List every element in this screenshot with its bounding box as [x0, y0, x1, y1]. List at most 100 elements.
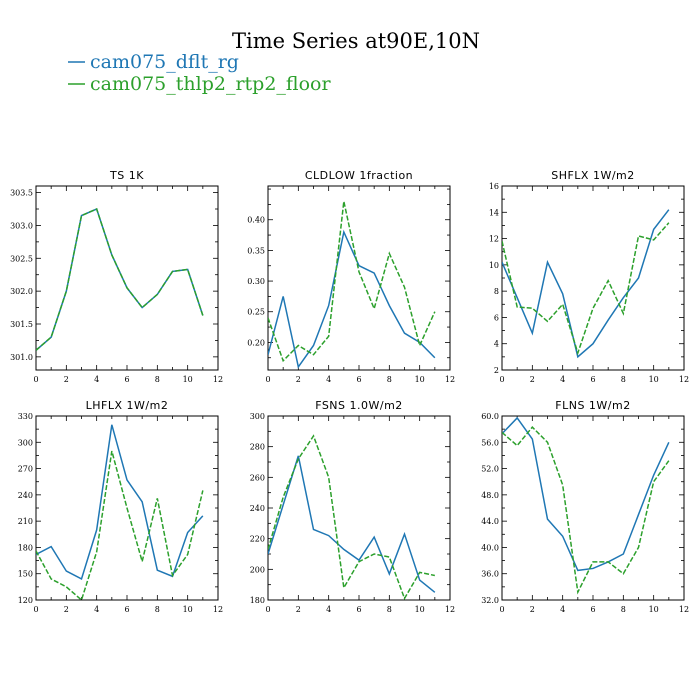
plot-frame	[267, 185, 451, 371]
x-tick-label: 10	[183, 605, 193, 614]
x-tick-label: 10	[649, 375, 659, 384]
y-tick-label: 180	[18, 543, 33, 552]
figure-title: Time Series at90E,10N	[232, 29, 480, 53]
y-tick-label: 60.0	[481, 412, 499, 421]
y-tick-label: 302.0	[10, 287, 33, 296]
series-line-dflt	[36, 424, 204, 581]
y-tick-label: 270	[18, 465, 33, 474]
series-line-thlp2	[36, 207, 204, 351]
x-tick-label: 12	[213, 375, 223, 384]
series-line-thlp2	[36, 450, 204, 600]
x-tick-label: 2	[64, 375, 69, 384]
x-tick-label: 2	[296, 605, 301, 614]
x-tick-label: 0	[33, 605, 38, 614]
panel-3: LHFLX 1W/m2 0 2 4 6 8 10 12 120 150 180 210 240 270 30…	[18, 399, 223, 614]
x-tick-label: 8	[155, 605, 160, 614]
x-tick-label: 8	[387, 605, 392, 614]
panel-5: FLNS 1W/m2 0 2 4 6 8 10 12 32.0 36.0 40.0 44.0 48.0 5…	[481, 399, 689, 614]
x-tick-label: 10	[649, 605, 659, 614]
panel-1: CLDLOW 1fraction 0 2 4 6 8 10 12 0.20 0.25 0.30 0.3…	[247, 169, 455, 384]
y-tick-label: 301.0	[10, 353, 33, 362]
x-tick-label: 4	[560, 605, 565, 614]
x-tick-label: 6	[356, 605, 361, 614]
y-tick-label: 120	[18, 596, 33, 605]
panel-title: FLNS 1W/m2	[555, 399, 630, 412]
x-tick-label: 4	[326, 605, 331, 614]
y-tick-label: 16	[489, 182, 499, 191]
panels: TS 1K0 2 4 6 8 10 12301.0301.5302.0302.5303.03…	[10, 169, 689, 614]
x-tick-label: 12	[679, 605, 689, 614]
y-tick-label: 8	[494, 287, 499, 296]
x-tick-label: 12	[213, 605, 223, 614]
y-tick-label: 303.0	[10, 221, 33, 230]
y-tick-label: 44.0	[481, 517, 499, 526]
series-line-dflt	[268, 455, 436, 593]
x-tick-label: 8	[387, 375, 392, 384]
x-tick-label: 8	[621, 375, 626, 384]
y-tick-label: 150	[18, 570, 33, 579]
series-line-dflt	[268, 229, 436, 369]
x-tick-label: 12	[445, 375, 455, 384]
y-tick-label: 260	[250, 473, 265, 482]
x-tick-label: 2	[530, 375, 535, 384]
legend-label-dflt: cam075_dflt_rg	[90, 51, 239, 73]
x-tick-label: 6	[124, 605, 129, 614]
panel-title: FSNS 1.0W/m2	[315, 399, 403, 412]
plot-frame	[501, 415, 685, 601]
x-tick-label: 2	[530, 605, 535, 614]
x-tick-label: 4	[94, 605, 99, 614]
y-tick-label: 300	[18, 438, 33, 447]
x-tick-label: 12	[445, 605, 455, 614]
x-tick-label: 6	[590, 605, 595, 614]
y-tick-label: 220	[250, 535, 265, 544]
x-tick-label: 10	[415, 375, 425, 384]
y-tick-label: 32.0	[481, 596, 499, 605]
panel-4: FSNS 1.0W/m2 0 2 4 6 8 10 12 180 200 220 240 260 280 3…	[250, 399, 455, 614]
panel-title: TS 1K	[109, 169, 144, 182]
series-line-thlp2	[268, 201, 436, 363]
x-tick-label: 10	[415, 605, 425, 614]
x-tick-label: 4	[560, 375, 565, 384]
y-tick-label: 40.0	[481, 543, 499, 552]
x-tick-label: 4	[326, 375, 331, 384]
y-tick-label: 0.25	[247, 308, 265, 317]
y-tick-label: 2	[494, 366, 499, 375]
x-tick-label: 0	[265, 375, 270, 384]
y-tick-label: 56.0	[481, 438, 499, 447]
y-tick-label: 280	[250, 443, 265, 452]
y-tick-label: 14	[489, 208, 499, 217]
y-tick-label: 4	[494, 340, 499, 349]
y-tick-label: 0.20	[247, 338, 265, 347]
x-tick-label: 4	[94, 375, 99, 384]
y-tick-label: 0.40	[247, 216, 265, 225]
x-tick-label: 0	[499, 375, 504, 384]
legend-label-thlp2: cam075_thlp2_rtp2_floor	[90, 73, 331, 95]
y-tick-label: 240	[18, 491, 33, 500]
y-tick-label: 240	[250, 504, 265, 513]
legend: cam075_dflt_rg cam075_thlp2_rtp2_floor	[68, 51, 331, 95]
y-tick-label: 330	[18, 412, 33, 421]
y-tick-label: 210	[18, 517, 33, 526]
y-tick-label: 200	[250, 565, 265, 574]
y-tick-label: 302.5	[10, 254, 33, 263]
plot-frame	[267, 415, 451, 601]
x-tick-label: 2	[64, 605, 69, 614]
y-tick-label: 300	[250, 412, 265, 421]
y-tick-label: 48.0	[481, 491, 499, 500]
panel-title: CLDLOW 1fraction	[305, 169, 413, 182]
x-tick-label: 8	[155, 375, 160, 384]
y-tick-label: 6	[494, 313, 499, 322]
series-line-dflt	[502, 209, 670, 359]
x-tick-label: 6	[124, 375, 129, 384]
x-tick-label: 0	[499, 605, 504, 614]
series-line-thlp2	[268, 434, 435, 600]
x-tick-label: 12	[679, 375, 689, 384]
series-line-thlp2	[502, 426, 670, 595]
x-tick-label: 6	[590, 375, 595, 384]
y-tick-label: 303.5	[10, 189, 33, 198]
y-tick-label: 36.0	[481, 570, 499, 579]
x-tick-label: 2	[296, 375, 301, 384]
panel-0: TS 1K 0 2 4 6 8 10 12 301.0 301.5 302.0 302.5 303.0 3…	[10, 169, 223, 384]
